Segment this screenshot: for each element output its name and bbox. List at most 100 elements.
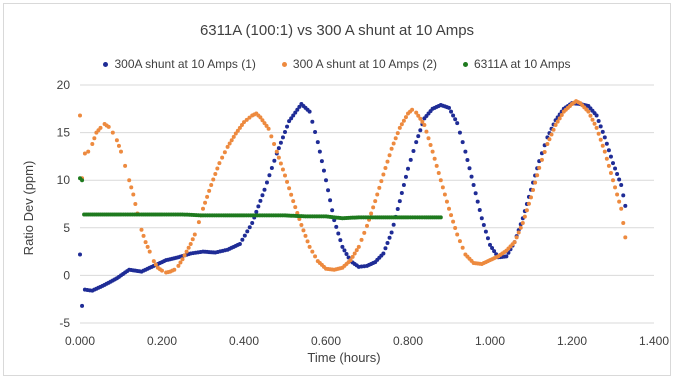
point-series-1-32-3	[403, 174, 408, 179]
point-series-1-25-1	[342, 248, 347, 253]
point-series-2-75-3	[551, 127, 556, 132]
point-series-2-71-3	[518, 225, 523, 230]
point-series-1-1	[80, 303, 85, 308]
point-series-2-13	[127, 178, 132, 183]
point-series-2-84-1	[613, 185, 618, 190]
point-series-2-72	[520, 221, 525, 226]
point-series-2-14	[131, 192, 136, 197]
point-series-2-12	[123, 163, 128, 168]
point-series-2-76	[553, 122, 558, 127]
point-series-2-54-2	[385, 159, 390, 164]
point-series-2-34-3	[231, 134, 236, 139]
point-series-2-41-3	[280, 167, 285, 172]
point-series-1-58-1	[613, 166, 618, 171]
x-axis-ticks: 0.000 0.200 0.400 0.600 0.800 1.000 1.200 1.400	[65, 334, 669, 348]
point-series-1-56-3	[600, 129, 605, 134]
point-series-2-31	[201, 206, 205, 211]
point-series-2-85-1	[621, 221, 626, 226]
point-series-1-17-3	[269, 166, 274, 171]
point-series-1-22-3	[321, 168, 326, 173]
point-series-2-50-2	[352, 251, 357, 256]
point-series-1-39	[455, 121, 460, 126]
point-series-2-54-1	[383, 166, 388, 171]
point-series-2-83-2	[606, 163, 611, 168]
point-series-2-35-2	[237, 125, 242, 130]
legend-item-series-2: 300 A shunt at 10 Amps (2)	[281, 57, 437, 71]
point-series-2-71-1	[514, 235, 519, 240]
point-series-1-15-4	[247, 225, 252, 230]
point-series-2-52-2	[369, 211, 374, 216]
point-series-1-21	[307, 109, 312, 114]
point-series-2-56-3	[403, 115, 408, 120]
point-series-1-57-1	[604, 141, 609, 146]
legend-item-series-1: 300A shunt at 10 Amps (1)	[103, 57, 256, 71]
point-series-2-64-2	[460, 245, 465, 250]
x-tick-label-1: 0.200	[147, 334, 177, 348]
point-series-2-83-1	[604, 156, 609, 161]
point-series-2-82-1	[596, 131, 601, 136]
point-series-2-73	[529, 195, 533, 200]
point-series-1-45	[504, 254, 509, 259]
point-series-1-59-1	[621, 193, 626, 198]
point-series-2-43-2	[295, 211, 300, 216]
point-series-1-23	[324, 178, 328, 183]
point-series-1-41-3	[477, 207, 482, 212]
point-series-1-17	[262, 187, 267, 192]
point-series-1-30-1	[383, 246, 388, 251]
point-series-1-57	[602, 135, 607, 140]
point-series-1-17-1	[264, 180, 269, 185]
point-series-2-61-2	[434, 163, 439, 168]
point-series-1-18-2	[278, 140, 283, 145]
point-series-2-11	[119, 149, 123, 154]
x-axis-label: Time (hours)	[307, 350, 380, 365]
point-series-2-44-3	[305, 239, 310, 244]
point-series-2-76-1	[555, 119, 560, 124]
point-series-2-10-1	[116, 143, 121, 148]
point-series-1-21-1	[310, 119, 315, 124]
point-series-2-50-3	[354, 248, 359, 253]
point-series-2-54-3	[387, 153, 392, 158]
point-series-1-32-2	[401, 182, 406, 187]
point-series-2-81-3	[592, 121, 597, 126]
point-series-2-8	[106, 124, 111, 129]
point-series-1-18-4	[283, 129, 287, 134]
point-series-2-18	[147, 249, 152, 254]
point-series-2-55-2	[393, 136, 398, 141]
point-series-1-39-1	[457, 130, 462, 135]
point-series-2-53-1	[375, 192, 380, 197]
point-series-1-33	[406, 166, 410, 171]
point-series-2-32-2	[213, 172, 218, 177]
point-series-1-19-2	[291, 113, 296, 118]
point-series-1-15	[237, 241, 242, 246]
point-series-2-36-2	[247, 115, 252, 120]
point-series-1-59	[619, 182, 624, 187]
point-series-1-25-2	[344, 251, 349, 256]
point-series-1-32-1	[399, 191, 404, 196]
point-series-1-21-2	[313, 129, 318, 134]
point-series-2-33-2	[222, 150, 227, 155]
point-series-2-31-1	[203, 200, 208, 205]
point-series-1-15-3	[245, 229, 250, 234]
point-series-1-16-2	[254, 209, 259, 214]
point-series-2-44-2	[303, 233, 308, 238]
point-series-2-43-1	[293, 205, 298, 210]
point-series-2-24	[172, 267, 177, 272]
point-series-2-59-2	[418, 116, 423, 121]
point-series-2-45	[307, 244, 312, 249]
point-series-2-10	[114, 138, 119, 143]
point-series-2-3	[86, 149, 91, 154]
point-series-2-43-3	[297, 216, 302, 221]
point-series-2-42-3	[289, 192, 294, 197]
point-series-2-75-1	[547, 137, 552, 142]
point-series-2-61	[430, 149, 435, 154]
point-series-2-39	[258, 115, 263, 120]
point-series-2-53	[373, 199, 378, 204]
point-series-1-19-4	[295, 107, 300, 112]
point-series-2-36-1	[244, 117, 249, 122]
point-series-1-16-5	[260, 193, 265, 198]
point-series-3-1	[80, 178, 85, 183]
chart-title: 6311A (100:1) vs 300 A shunt at 10 Amps	[199, 22, 475, 39]
point-series-2-59-3	[420, 119, 425, 124]
point-series-2-56	[397, 125, 402, 130]
point-series-2-72-1	[522, 214, 527, 219]
